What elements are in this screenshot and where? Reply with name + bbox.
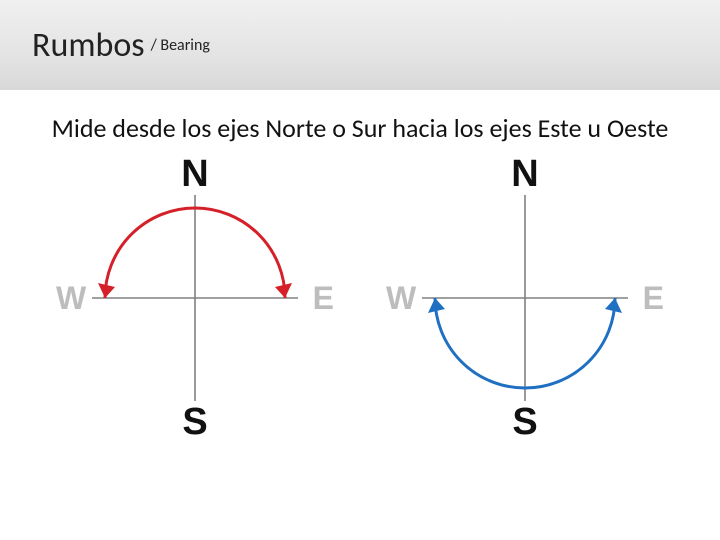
- diagram-container: N S W E N S W E: [0, 153, 720, 443]
- arrowhead-w: [428, 298, 445, 313]
- label-w: W: [386, 282, 416, 314]
- arrowhead-e: [605, 298, 622, 313]
- arrowhead-w: [98, 283, 115, 298]
- arc-n-to-w: [105, 208, 195, 298]
- label-s: S: [512, 403, 537, 441]
- arc-s-to-w: [435, 298, 525, 388]
- compass-right: N S W E: [380, 153, 670, 443]
- arc-n-to-e: [195, 208, 285, 298]
- compass-left-svg: [50, 153, 340, 443]
- page-title: Rumbos: [32, 25, 145, 66]
- arc-s-to-e: [525, 298, 615, 388]
- label-e: E: [313, 282, 334, 314]
- arrowhead-e: [275, 283, 292, 298]
- description-text: Mide desde los ejes Norte o Sur hacia lo…: [40, 112, 680, 145]
- label-e: E: [643, 282, 664, 314]
- compass-right-svg: [380, 153, 670, 443]
- label-s: S: [182, 403, 207, 441]
- label-n: N: [181, 155, 208, 193]
- label-n: N: [511, 155, 538, 193]
- page-subtitle: / Bearing: [151, 36, 210, 55]
- compass-left: N S W E: [50, 153, 340, 443]
- label-w: W: [56, 282, 86, 314]
- header-bar: Rumbos / Bearing: [0, 0, 720, 90]
